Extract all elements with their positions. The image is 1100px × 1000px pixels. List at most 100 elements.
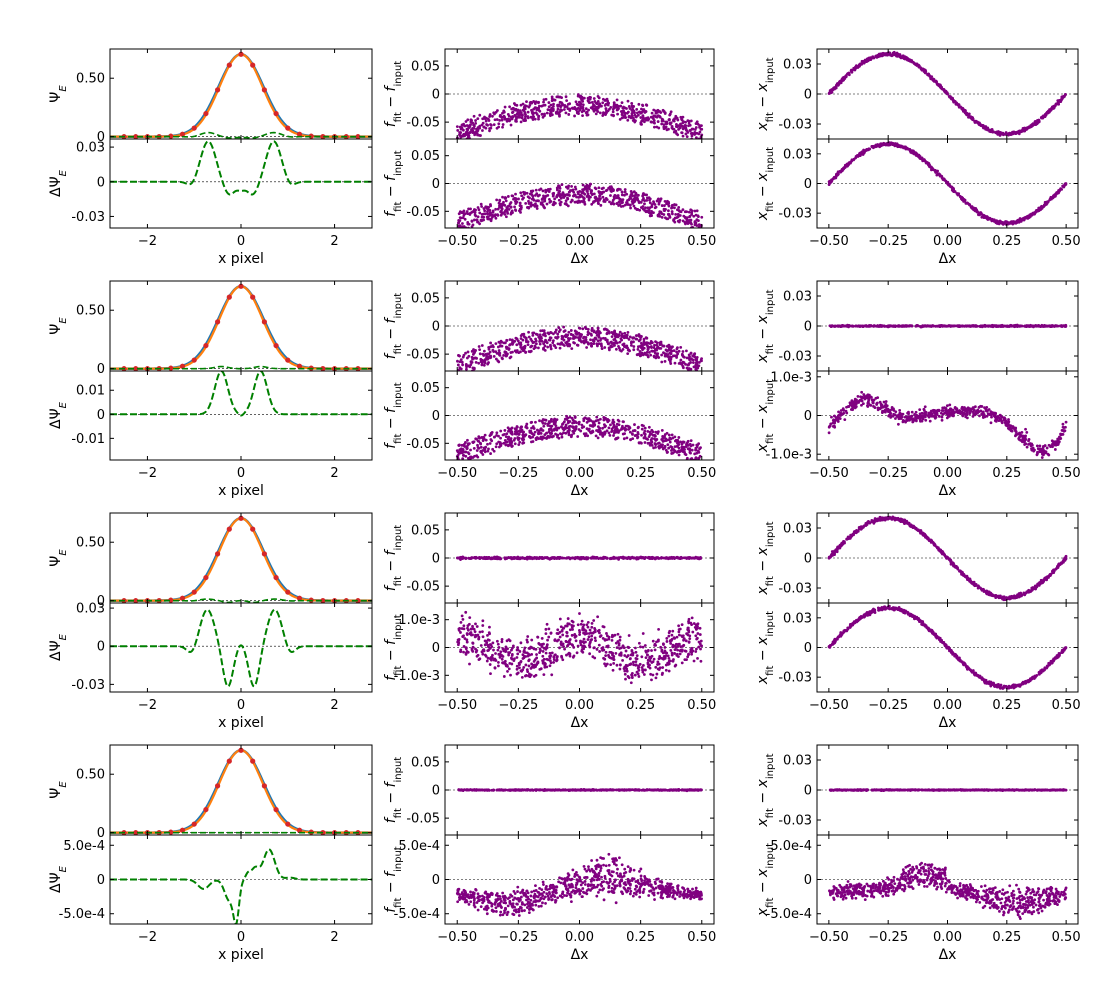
scatter-point xyxy=(492,355,496,358)
scatter-point xyxy=(484,352,487,356)
scatter-point xyxy=(683,123,687,127)
scatter-point xyxy=(638,208,642,212)
scatter-point xyxy=(534,342,538,346)
y-tick-label: 0 xyxy=(804,177,812,192)
scatter-point xyxy=(474,122,478,125)
scatter-point xyxy=(572,431,576,435)
scatter-point xyxy=(513,349,517,353)
scatter-point xyxy=(489,452,492,455)
scatter-point xyxy=(522,441,526,445)
scatter-point xyxy=(530,339,534,343)
scatter-point xyxy=(615,104,619,108)
scatter-point xyxy=(480,344,484,347)
scatter-point xyxy=(898,54,902,58)
scatter-point xyxy=(562,196,566,199)
scatter-point xyxy=(594,337,598,341)
scatter-point xyxy=(696,214,700,218)
scatter-point xyxy=(647,435,651,438)
scatter-point xyxy=(613,193,617,197)
scatter-point xyxy=(461,222,464,225)
scatter-point xyxy=(543,112,546,116)
scatter-point xyxy=(529,344,533,348)
scatter-point xyxy=(926,324,930,327)
scatter-point xyxy=(574,100,578,104)
scatter-point xyxy=(1056,102,1060,105)
scatter-point xyxy=(552,192,555,196)
scatter-point xyxy=(455,449,459,453)
scatter-point xyxy=(601,112,605,116)
scatter-point xyxy=(509,212,513,216)
scatter-point xyxy=(523,335,527,339)
scatter-point xyxy=(667,346,671,350)
scatter-point xyxy=(551,194,555,198)
scatter-point xyxy=(681,115,685,119)
scatter-point xyxy=(502,433,506,436)
scatter-point xyxy=(554,424,558,428)
scatter-point xyxy=(693,220,697,223)
scatter-point xyxy=(684,127,688,131)
scatter-point xyxy=(643,120,646,124)
y-axis-label: ΨE xyxy=(48,85,69,103)
x-tick-label: 0.00 xyxy=(933,234,962,249)
scatter-point xyxy=(615,98,619,102)
scatter-point xyxy=(630,112,634,115)
scatter-point xyxy=(530,190,534,194)
scatter-point xyxy=(560,334,564,338)
scatter-point xyxy=(613,425,617,428)
x-tick-label: 0.50 xyxy=(687,234,716,249)
scatter-point xyxy=(626,199,629,202)
scatter-point xyxy=(499,436,502,440)
scatter-point xyxy=(519,103,523,107)
scatter-point xyxy=(677,127,680,131)
scatter-point xyxy=(681,350,685,353)
scatter-point xyxy=(687,353,691,357)
scatter-point xyxy=(470,220,474,223)
scatter-point xyxy=(521,349,525,353)
scatter-point xyxy=(480,123,484,127)
scatter-point xyxy=(553,344,557,348)
scatter-point xyxy=(558,100,562,104)
scatter-point xyxy=(684,445,688,449)
scatter-point xyxy=(594,195,598,199)
scatter-point xyxy=(927,72,931,76)
scatter-point xyxy=(586,99,590,103)
scatter-point xyxy=(466,118,470,122)
scatter-point xyxy=(609,341,613,344)
scatter-point xyxy=(929,77,933,81)
scatter-point xyxy=(585,427,589,431)
scatter-point xyxy=(697,361,701,364)
scatter-point xyxy=(556,433,560,437)
scatter-point xyxy=(663,435,666,438)
scatter-point xyxy=(525,422,529,426)
scatter-point xyxy=(495,442,499,446)
scatter-point xyxy=(597,430,600,434)
scatter-point xyxy=(687,210,691,214)
scatter-point xyxy=(656,345,660,349)
scatter-point xyxy=(668,355,672,359)
scatter-point xyxy=(549,343,552,347)
scatter-point xyxy=(552,104,555,108)
scatter-point xyxy=(1058,188,1062,192)
scatter-point xyxy=(1019,219,1023,223)
scatter-point xyxy=(688,215,691,219)
scatter-point xyxy=(631,202,635,205)
scatter-point xyxy=(561,191,565,194)
scatter-point xyxy=(656,352,660,356)
scatter-point xyxy=(605,188,609,192)
scatter-point xyxy=(570,347,574,350)
scatter-point xyxy=(497,345,500,349)
scatter-point xyxy=(992,324,996,327)
scatter-point xyxy=(696,122,700,126)
scatter-point xyxy=(462,453,466,457)
scatter-point xyxy=(584,338,588,342)
scatter-point xyxy=(1054,193,1058,196)
scatter-point xyxy=(620,101,624,105)
scatter-point xyxy=(548,200,552,204)
scatter-point xyxy=(964,324,968,328)
scatter-point xyxy=(461,457,465,460)
scatter-point xyxy=(944,179,948,183)
scatter-point xyxy=(660,122,664,126)
scatter-point xyxy=(1063,92,1067,96)
